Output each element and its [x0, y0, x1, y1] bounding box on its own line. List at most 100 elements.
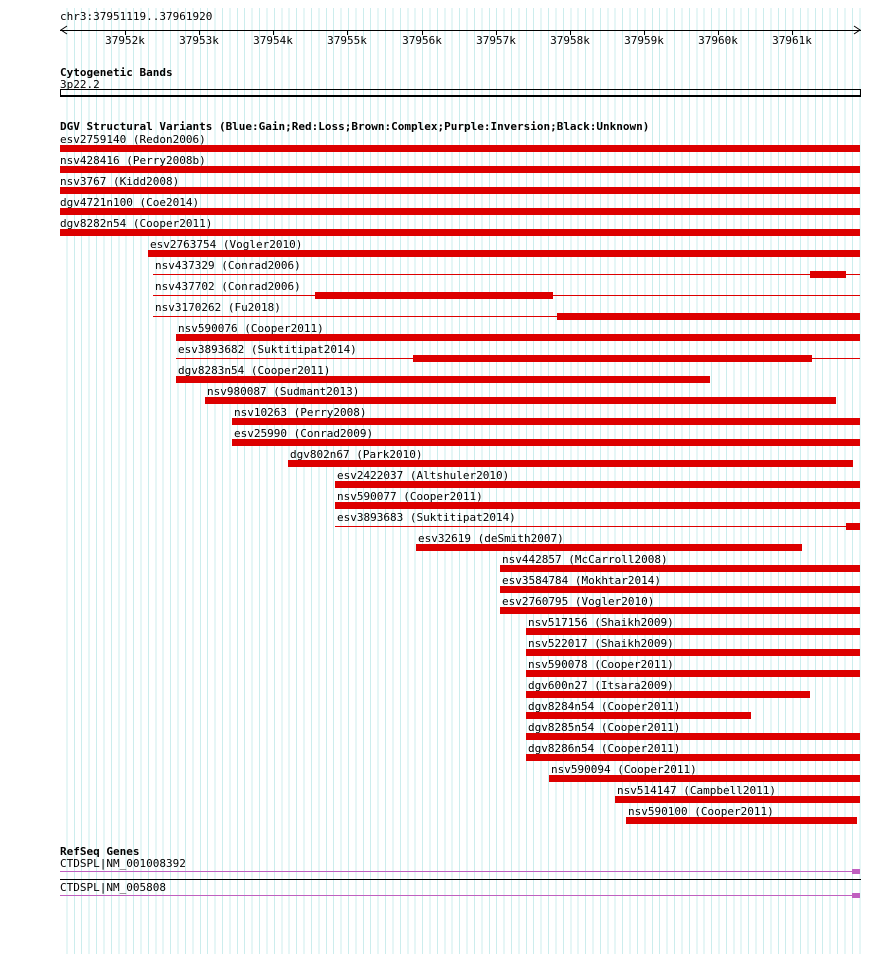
track-separator [60, 879, 861, 880]
ruler-tick-label: 37959k [624, 34, 664, 47]
variant-bar[interactable] [526, 712, 751, 719]
variant-bar[interactable] [176, 334, 860, 341]
cytobands-title: Cytogenetic Bands [60, 66, 173, 79]
variant-bar[interactable] [526, 733, 860, 740]
variant-extent-line[interactable] [335, 526, 860, 527]
ruler-tick [570, 30, 571, 35]
ruler-tick [496, 30, 497, 35]
variant-label: nsv442857 (McCarroll2008) [502, 553, 668, 566]
gene-label: CTDSPL|NM_005808 [60, 881, 166, 894]
ruler-tick [792, 30, 793, 35]
cytoband-name: 3p22.2 [60, 78, 100, 91]
variant-bar[interactable] [526, 691, 810, 698]
ruler-tick [273, 30, 274, 35]
ruler-tick [644, 30, 645, 35]
ruler-tick-label: 37957k [476, 34, 516, 47]
variant-bar[interactable] [60, 166, 860, 173]
variant-label: dgv8282n54 (Cooper2011) [60, 217, 213, 230]
refseq-title: RefSeq Genes [60, 845, 140, 858]
variant-bar[interactable] [500, 607, 860, 614]
variant-label: esv3584784 (Mokhtar2014) [502, 574, 661, 587]
variant-label: dgv8286n54 (Cooper2011) [528, 742, 681, 755]
variant-label: nsv590078 (Cooper2011) [528, 658, 674, 671]
gene-label: CTDSPL|NM_001008392 [60, 857, 186, 870]
variant-bar[interactable] [60, 187, 860, 194]
ruler-tick [422, 30, 423, 35]
variant-bar[interactable] [626, 817, 857, 824]
variant-extent-line[interactable] [153, 316, 860, 317]
variant-label: esv2759140 (Redon2006) [60, 133, 206, 146]
ruler-left-arrow-icon [60, 25, 68, 35]
variant-label: esv3893683 (Suktitipat2014) [337, 511, 516, 524]
variant-label: nsv3170262 (Fu2018) [155, 301, 281, 314]
variant-bar[interactable] [846, 523, 860, 530]
variant-label: nsv437329 (Conrad2006) [155, 259, 301, 272]
variant-bar[interactable] [335, 481, 860, 488]
ruler-tick-label: 37961k [772, 34, 812, 47]
variant-bar[interactable] [288, 460, 853, 467]
variant-extent-line[interactable] [153, 274, 860, 275]
ruler-tick [199, 30, 200, 35]
ruler-right-arrow-icon [853, 25, 861, 35]
variant-label: nsv514147 (Campbell2011) [617, 784, 776, 797]
variant-label: dgv8284n54 (Cooper2011) [528, 700, 681, 713]
variant-label: nsv980087 (Sudmant2013) [207, 385, 360, 398]
variant-bar[interactable] [500, 586, 860, 593]
variant-label: esv2763754 (Vogler2010) [150, 238, 303, 251]
variant-bar[interactable] [60, 229, 860, 236]
variant-bar[interactable] [500, 565, 860, 572]
variant-bar[interactable] [148, 250, 860, 257]
variant-bar[interactable] [335, 502, 860, 509]
cytoband-bar[interactable] [60, 89, 861, 97]
variant-bar[interactable] [413, 355, 812, 362]
ruler-tick-label: 37953k [179, 34, 219, 47]
variant-label: nsv522017 (Shaikh2009) [528, 637, 674, 650]
gene-exon[interactable] [852, 893, 860, 898]
ruler-line [60, 30, 861, 31]
variant-bar[interactable] [232, 439, 860, 446]
variant-bar[interactable] [176, 376, 710, 383]
ruler-tick [347, 30, 348, 35]
variant-label: nsv590076 (Cooper2011) [178, 322, 324, 335]
variant-bar[interactable] [557, 313, 860, 320]
variant-bar[interactable] [526, 670, 860, 677]
variant-label: nsv590094 (Cooper2011) [551, 763, 697, 776]
ruler-tick-label: 37960k [698, 34, 738, 47]
variant-bar[interactable] [549, 775, 860, 782]
variant-label: nsv437702 (Conrad2006) [155, 280, 301, 293]
variant-label: nsv590100 (Cooper2011) [628, 805, 774, 818]
variant-label: dgv600n27 (Itsara2009) [528, 679, 674, 692]
variant-bar[interactable] [526, 754, 860, 761]
variant-label: dgv8283n54 (Cooper2011) [178, 364, 331, 377]
variant-label: dgv4721n100 (Coe2014) [60, 196, 200, 209]
variant-label: nsv517156 (Shaikh2009) [528, 616, 674, 629]
region-label: chr3:37951119..37961920 [60, 10, 213, 23]
ruler-tick-label: 37955k [327, 34, 367, 47]
variant-label: nsv3767 (Kidd2008) [60, 175, 180, 188]
variant-label: esv32619 (deSmith2007) [418, 532, 564, 545]
variant-label: nsv10263 (Perry2008) [234, 406, 367, 419]
gene-exon[interactable] [852, 869, 860, 874]
ruler-tick-label: 37958k [550, 34, 590, 47]
variant-bar[interactable] [526, 628, 860, 635]
dgv-title: DGV Structural Variants (Blue:Gain;Red:L… [60, 120, 650, 133]
variant-label: esv3893682 (Suktitipat2014) [178, 343, 357, 356]
ruler-axis [60, 25, 861, 35]
variant-bar[interactable] [232, 418, 860, 425]
variant-bar[interactable] [60, 208, 860, 215]
variant-label: esv25990 (Conrad2009) [234, 427, 374, 440]
gene-line[interactable] [60, 895, 860, 896]
variant-label: dgv8285n54 (Cooper2011) [528, 721, 681, 734]
variant-bar[interactable] [526, 649, 860, 656]
variant-bar[interactable] [615, 796, 860, 803]
ruler-tick-label: 37956k [402, 34, 442, 47]
variant-bar[interactable] [416, 544, 802, 551]
ruler-tick [125, 30, 126, 35]
variant-bar[interactable] [60, 145, 860, 152]
variant-label: nsv428416 (Perry2008b) [60, 154, 206, 167]
variant-bar[interactable] [810, 271, 846, 278]
gene-line[interactable] [60, 871, 860, 872]
variant-bar[interactable] [315, 292, 553, 299]
variant-bar[interactable] [205, 397, 836, 404]
